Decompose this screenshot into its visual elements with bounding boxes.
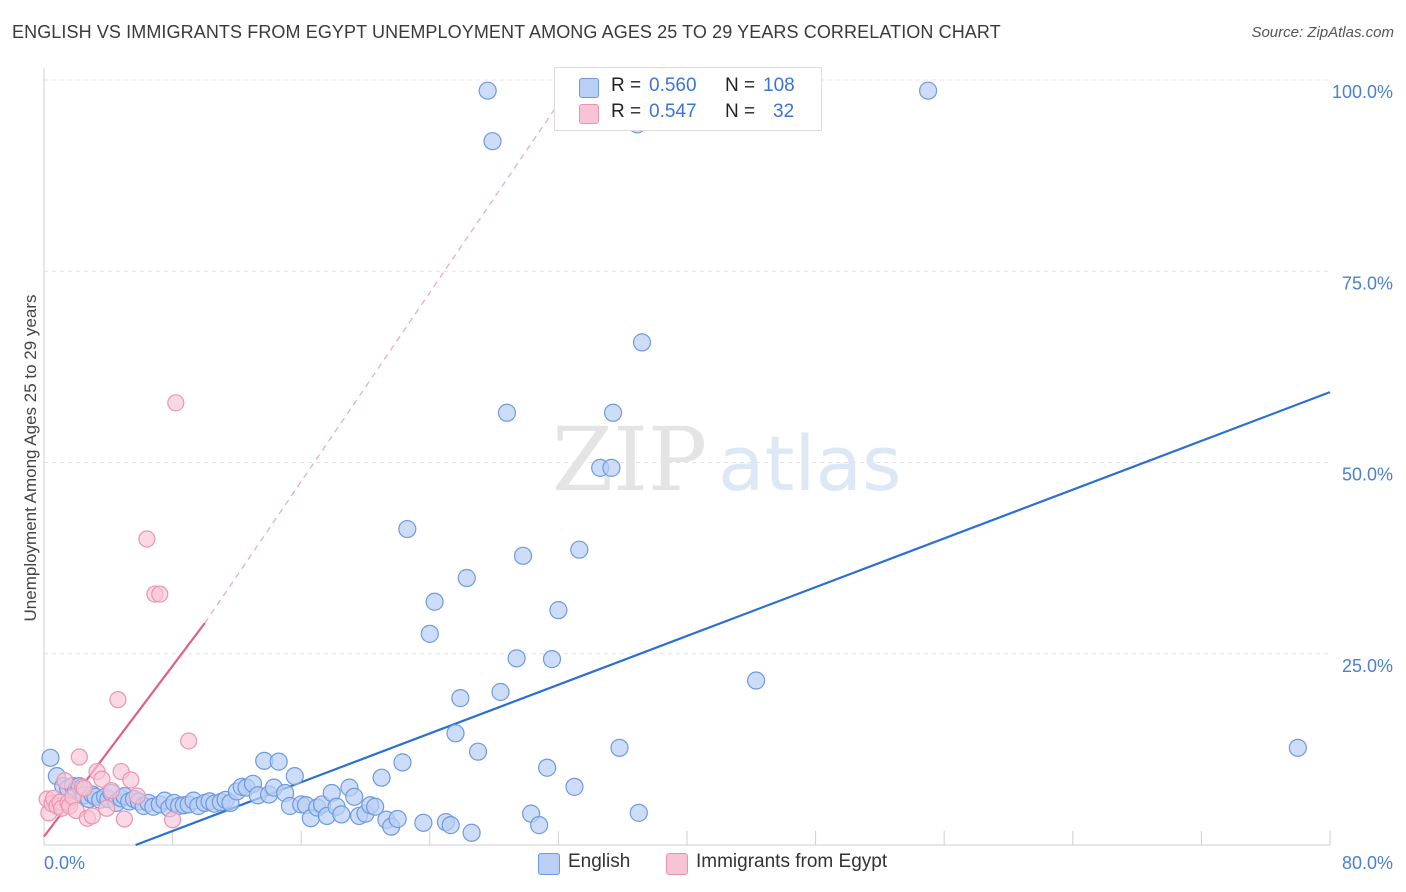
x-tick-label: 0.0% — [44, 853, 85, 873]
egypt-point — [122, 771, 140, 789]
english-point — [398, 519, 417, 539]
egypt-n-value: 32 — [773, 101, 795, 122]
egypt-r-label: R = — [611, 101, 642, 122]
y-tick-label: 50.0% — [1342, 465, 1393, 485]
english-point — [549, 601, 568, 620]
legend-english-swatch — [538, 853, 560, 875]
english-point — [565, 777, 584, 796]
egypt-point — [83, 807, 101, 825]
egypt-point — [138, 530, 156, 548]
english-n-value: 108 — [763, 75, 795, 96]
y-tick-label: 75.0% — [1342, 273, 1393, 293]
axis-ticks: 25.0% 50.0% 75.0% 100.0% 0.0% 80.0% — [44, 82, 1393, 873]
english-point — [483, 132, 502, 151]
english-point — [507, 649, 526, 668]
y-tick-label: 100.0% — [1332, 82, 1393, 102]
legend-egypt-label: Immigrants from Egypt — [696, 851, 888, 872]
english-point — [269, 752, 288, 771]
english-point — [919, 81, 938, 100]
watermark-atlas: atlas — [718, 419, 902, 508]
english-point — [610, 738, 629, 757]
english-point — [747, 671, 766, 690]
english-point — [1288, 738, 1307, 757]
egypt-trend-extension — [204, 79, 576, 624]
y-tick-label: 25.0% — [1342, 656, 1393, 676]
english-point — [41, 748, 60, 767]
english-point — [441, 816, 460, 835]
egypt-point — [180, 732, 198, 750]
egypt-point — [115, 810, 133, 828]
english-point — [372, 768, 391, 787]
y-axis-label: Unemployment Among Ages 25 to 29 years — [21, 295, 40, 622]
english-point — [345, 787, 364, 806]
egypt-swatch — [579, 104, 599, 124]
legend-egypt-swatch — [666, 853, 688, 875]
english-point — [513, 546, 533, 565]
english-r-value: 0.560 — [649, 75, 697, 96]
egypt-point — [56, 772, 74, 790]
egypt-point — [164, 811, 182, 829]
english-point — [497, 403, 517, 422]
english-point — [414, 813, 433, 832]
english-point — [393, 753, 412, 772]
english-point — [530, 816, 549, 835]
egypt-point — [102, 782, 121, 800]
english-points — [41, 81, 1307, 842]
egypt-point — [109, 691, 127, 709]
egypt-point — [167, 394, 185, 412]
x-tick-label: 80.0% — [1342, 853, 1393, 873]
source-label: Source: ZipAtlas.com — [1251, 24, 1394, 41]
english-point — [366, 797, 385, 816]
english-point — [425, 592, 444, 611]
english-point — [462, 823, 481, 842]
egypt-r-value: 0.547 — [649, 101, 697, 122]
english-point — [446, 724, 465, 743]
egypt-point — [128, 787, 146, 805]
english-point — [542, 650, 562, 669]
english-point — [538, 758, 557, 777]
english-point — [491, 682, 510, 702]
egypt-point — [93, 770, 111, 788]
legend-english-label: English — [568, 851, 631, 872]
english-point — [285, 767, 304, 786]
egypt-point — [75, 779, 93, 797]
english-n-label: N = — [725, 75, 756, 96]
english-point — [332, 805, 351, 824]
english-point — [602, 458, 621, 477]
english-point — [603, 403, 623, 422]
english-point — [570, 540, 589, 559]
egypt-n-label: N = — [725, 101, 756, 122]
english-point — [451, 689, 470, 708]
english-point — [632, 333, 652, 352]
egypt-point — [151, 585, 169, 603]
english-point — [457, 568, 476, 588]
english-trend-line — [135, 391, 1331, 847]
english-point — [468, 742, 488, 761]
egypt-point — [70, 748, 88, 766]
english-point — [388, 809, 407, 829]
english-point — [420, 624, 439, 643]
egypt-points — [38, 394, 198, 829]
english-point — [629, 803, 648, 822]
english-point — [478, 81, 497, 100]
egypt-point — [98, 799, 116, 817]
watermark-zip: ZIP — [552, 408, 707, 511]
correlation-legend: R = 0.560 N = 108 R = 0.547 N = 32 — [554, 67, 822, 131]
english-swatch — [579, 78, 599, 98]
english-r-label: R = — [611, 75, 642, 96]
chart-title: ENGLISH VS IMMIGRANTS FROM EGYPT UNEMPLO… — [12, 22, 1001, 42]
